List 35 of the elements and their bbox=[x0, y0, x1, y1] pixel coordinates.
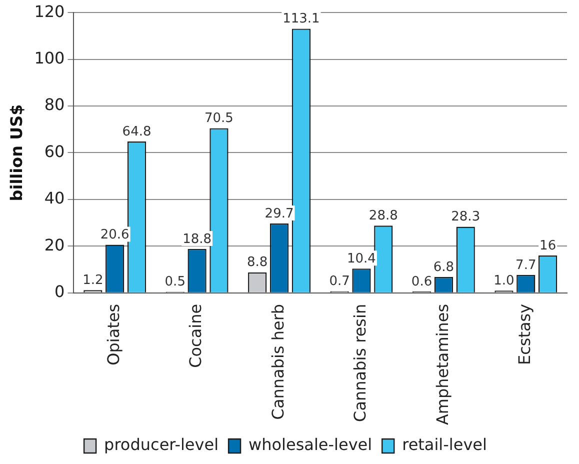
data-label: 113.1 bbox=[282, 12, 320, 27]
data-label: 1.2 bbox=[82, 272, 104, 288]
y-tick-label: 40 bbox=[44, 188, 65, 208]
x-tick-label: Ecstasy bbox=[515, 304, 534, 366]
y-tick-label: 100 bbox=[34, 48, 65, 68]
x-tick-label: Cannabis resin bbox=[350, 304, 370, 422]
legend-label: wholesale-level bbox=[248, 435, 372, 454]
data-label: 28.8 bbox=[368, 208, 398, 224]
data-label: 18.8 bbox=[182, 232, 212, 247]
data-label: 70.5 bbox=[204, 111, 234, 126]
data-label: 16 bbox=[540, 238, 556, 254]
data-label: 0.6 bbox=[411, 274, 432, 290]
x-tick-label: Cannabis herb bbox=[268, 304, 288, 420]
y-axis-title: billion US$ bbox=[6, 104, 26, 202]
data-label: 20.6 bbox=[100, 228, 130, 243]
data-label: 6.8 bbox=[433, 260, 454, 275]
data-label: 1.0 bbox=[494, 273, 514, 288]
data-label: 8.8 bbox=[247, 255, 268, 270]
legend-label: producer-level bbox=[104, 435, 219, 454]
x-tick-label: Cocaine bbox=[186, 304, 206, 368]
legend-label: retail-level bbox=[402, 435, 487, 454]
y-tick-label: 60 bbox=[44, 142, 65, 161]
data-label: 64.8 bbox=[122, 124, 152, 140]
y-tick-label: 80 bbox=[44, 95, 65, 114]
data-label: 7.7 bbox=[516, 258, 536, 273]
y-tick-label: 120 bbox=[34, 2, 65, 21]
x-tick-label: Amphetamines bbox=[432, 304, 452, 426]
y-tick-label: 20 bbox=[44, 235, 65, 254]
x-tick-label: Opiates bbox=[104, 304, 123, 366]
data-label: 29.7 bbox=[264, 206, 294, 222]
data-label: 0.5 bbox=[164, 274, 186, 290]
y-tick-label: 0 bbox=[54, 282, 65, 302]
data-label: 10.4 bbox=[347, 251, 376, 266]
data-label: 28.3 bbox=[451, 210, 480, 225]
data-label: 0.7 bbox=[329, 274, 350, 290]
